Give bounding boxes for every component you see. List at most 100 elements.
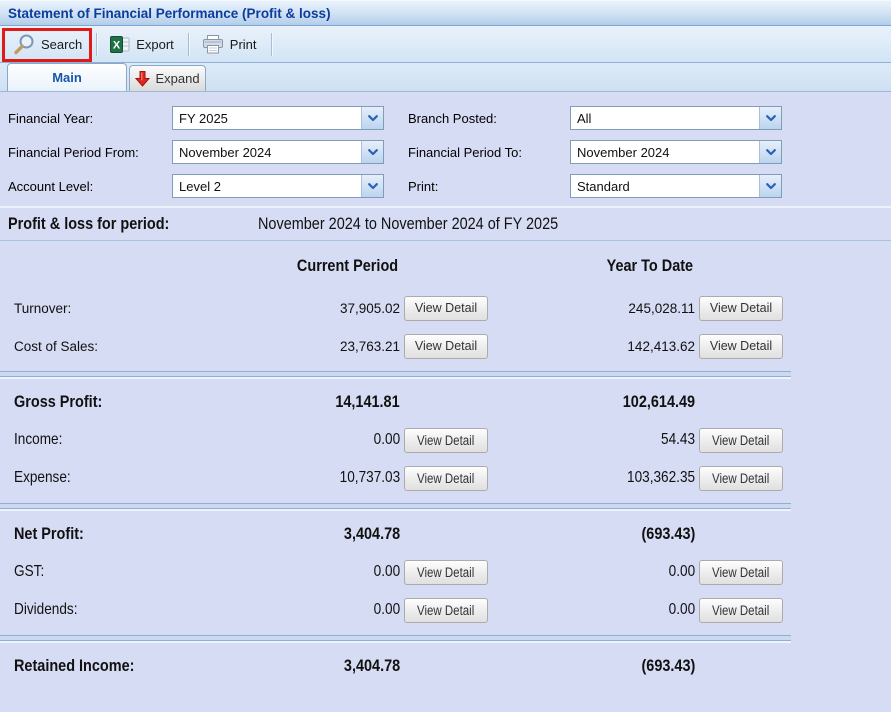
report-row-retained-income: Retained Income: 3,404.78 (693.43) — [0, 647, 891, 685]
year-to-date-value: 142,413.62 — [627, 338, 695, 354]
printer-icon — [202, 34, 224, 54]
current-period-value: 3,404.78 — [343, 656, 400, 675]
print-option-dropdown[interactable]: Standard — [570, 174, 782, 198]
view-detail-button[interactable]: View Detail — [699, 465, 783, 491]
row-label: Retained Income: — [14, 656, 135, 675]
tab-main-label: Main — [52, 70, 82, 85]
filter-row: Account Level: Level 2 Print: Standard — [8, 169, 891, 203]
view-detail-button[interactable]: View Detail — [699, 559, 783, 585]
chevron-down-icon[interactable] — [361, 141, 383, 163]
year-to-date-value: 0.00 — [668, 601, 695, 618]
current-period-value: 23,763.21 — [339, 338, 400, 354]
row-label: Turnover: — [14, 300, 72, 316]
year-to-date-value: 54.43 — [660, 431, 695, 448]
row-label: Income: — [14, 431, 63, 448]
current-period-value: 0.00 — [373, 431, 400, 448]
filter-panel: Financial Year: FY 2025 Branch Posted: A… — [0, 92, 891, 208]
tab-main[interactable]: Main — [7, 63, 127, 91]
print-option-value: Standard — [577, 178, 630, 194]
view-detail-button[interactable]: View Detail — [404, 559, 488, 585]
report-row-gross-profit: Gross Profit: 14,141.81 102,614.49 — [0, 383, 891, 421]
window-title-bar: Statement of Financial Performance (Prof… — [0, 0, 891, 26]
current-period-value: 14,141.81 — [335, 392, 400, 411]
svg-text:X: X — [113, 39, 121, 51]
period-banner-label: Profit & loss for period: — [8, 214, 170, 233]
view-detail-button[interactable]: View Detail — [699, 427, 783, 453]
branch-posted-dropdown[interactable]: All — [570, 106, 782, 130]
profit-loss-report: Current Period Year To Date Turnover: 37… — [0, 241, 891, 685]
section-divider — [0, 503, 791, 509]
year-to-date-value: 102,614.49 — [622, 392, 695, 411]
chevron-down-icon[interactable] — [759, 141, 781, 163]
view-detail-button[interactable]: View Detail — [404, 295, 488, 321]
magnifier-icon — [13, 33, 35, 55]
section-divider — [0, 635, 791, 641]
view-detail-button[interactable]: View Detail — [404, 597, 488, 623]
view-detail-button[interactable]: View Detail — [404, 427, 488, 453]
view-detail-button[interactable]: View Detail — [699, 333, 783, 359]
export-button-label: Export — [136, 36, 174, 52]
row-label: Gross Profit: — [14, 392, 103, 411]
filter-row: Financial Year: FY 2025 Branch Posted: A… — [8, 101, 891, 135]
current-period-value: 3,404.78 — [343, 524, 400, 543]
period-banner-value: November 2024 to November 2024 of FY 202… — [258, 214, 559, 233]
view-detail-button[interactable]: View Detail — [699, 295, 783, 321]
filter-row: Financial Period From: November 2024 Fin… — [8, 135, 891, 169]
row-label: Net Profit: — [14, 524, 84, 543]
current-period-value: 37,905.02 — [339, 300, 400, 316]
year-to-date-value: 0.00 — [668, 563, 695, 580]
branch-posted-value: All — [577, 110, 592, 126]
search-button-label: Search — [41, 36, 83, 52]
financial-period-from-value: November 2024 — [179, 144, 272, 160]
report-row-income: Income: 0.00 View Detail 54.43 View Deta… — [0, 421, 891, 459]
print-button-label: Print — [229, 36, 257, 52]
financial-period-from-label: Financial Period From: — [8, 144, 139, 160]
financial-year-label: Financial Year: — [8, 110, 94, 126]
current-period-header: Current Period — [297, 256, 399, 275]
tab-expand[interactable]: Expand — [129, 65, 206, 91]
year-to-date-value: (693.43) — [641, 524, 695, 543]
current-period-value: 0.00 — [373, 563, 400, 580]
financial-year-value: FY 2025 — [179, 110, 228, 126]
chevron-down-icon[interactable] — [759, 175, 781, 197]
financial-period-to-dropdown[interactable]: November 2024 — [570, 140, 782, 164]
year-to-date-header: Year To Date — [606, 256, 694, 275]
search-button[interactable]: Search — [6, 29, 91, 59]
branch-posted-label: Branch Posted: — [408, 110, 497, 126]
row-label: Expense: — [14, 469, 71, 486]
chevron-down-icon[interactable] — [361, 175, 383, 197]
print-option-label: Print: — [408, 178, 439, 194]
toolbar-separator — [187, 32, 190, 56]
year-to-date-value: 103,362.35 — [626, 469, 695, 486]
print-button[interactable]: Print — [195, 31, 266, 58]
view-detail-button[interactable]: View Detail — [699, 597, 783, 623]
row-label: Cost of Sales: — [14, 338, 99, 354]
toolbar: Search X Export Print — [0, 26, 891, 63]
current-period-value: 10,737.03 — [339, 469, 400, 486]
account-level-label: Account Level: — [8, 178, 94, 194]
report-row-net-profit: Net Profit: 3,404.78 (693.43) — [0, 515, 891, 553]
year-to-date-value: 245,028.11 — [628, 300, 695, 316]
row-label: GST: — [14, 563, 45, 580]
financial-year-dropdown[interactable]: FY 2025 — [172, 106, 384, 130]
period-banner: Profit & loss for period: November 2024 … — [0, 208, 891, 241]
export-button[interactable]: X Export — [103, 32, 183, 57]
section-divider — [0, 371, 791, 377]
report-row-turnover: Turnover: 37,905.02 View Detail 245,028.… — [0, 289, 891, 327]
account-level-dropdown[interactable]: Level 2 — [172, 174, 384, 198]
report-row-expense: Expense: 10,737.03 View Detail 103,362.3… — [0, 459, 891, 497]
view-detail-button[interactable]: View Detail — [404, 333, 488, 359]
view-detail-button[interactable]: View Detail — [404, 465, 488, 491]
chevron-down-icon[interactable] — [361, 107, 383, 129]
current-period-value: 0.00 — [373, 601, 400, 618]
account-level-value: Level 2 — [179, 178, 221, 194]
report-row-dividends: Dividends: 0.00 View Detail 0.00 View De… — [0, 591, 891, 629]
chevron-down-icon[interactable] — [759, 107, 781, 129]
year-to-date-value: (693.43) — [641, 656, 695, 675]
tab-expand-label: Expand — [155, 71, 200, 86]
report-row-gst: GST: 0.00 View Detail 0.00 View Detail — [0, 553, 891, 591]
financial-period-from-dropdown[interactable]: November 2024 — [172, 140, 384, 164]
report-column-headers: Current Period Year To Date — [0, 251, 891, 281]
red-down-arrow-icon — [135, 70, 151, 87]
tab-strip: Main Expand — [0, 63, 891, 92]
